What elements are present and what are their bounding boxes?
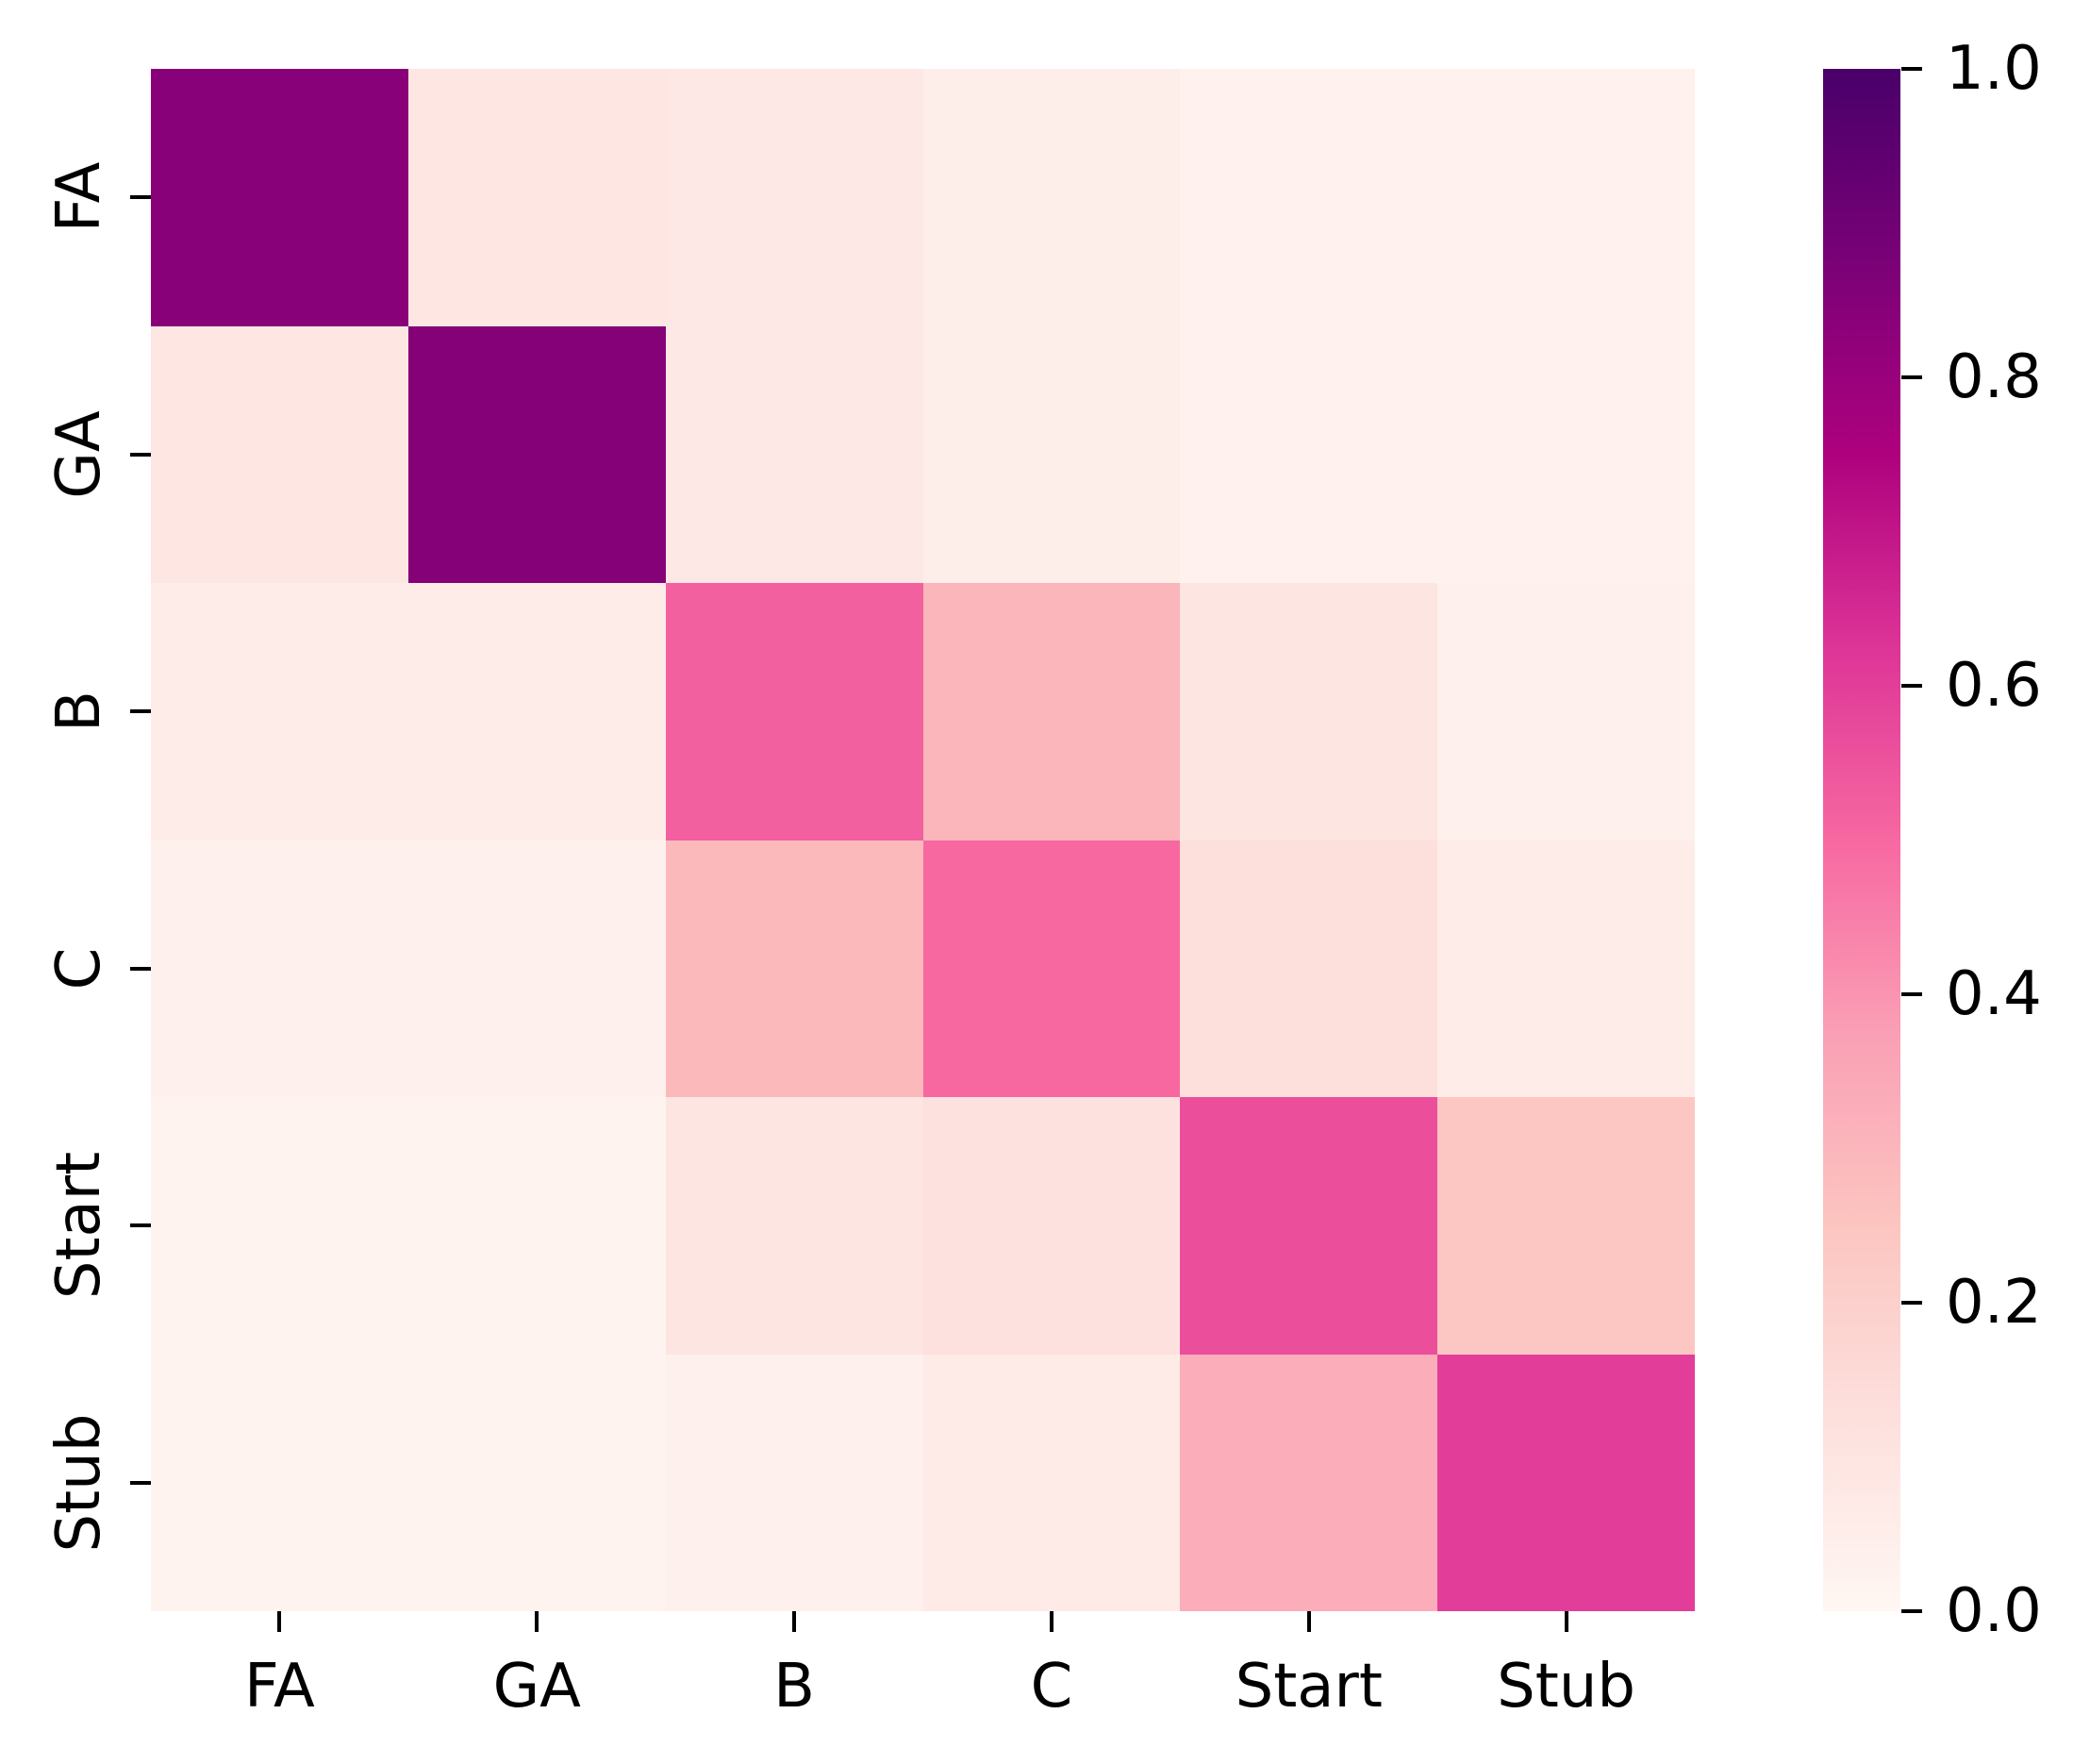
heatmap-cell-Stub-Stub <box>1437 1355 1695 1611</box>
colorbar-tick <box>1901 684 1922 688</box>
heatmap-cell-Stub-GA <box>408 1355 666 1611</box>
y-tick-label-C: C <box>44 947 114 990</box>
heatmap-cell-Start-FA <box>151 1097 408 1355</box>
y-axis-tick <box>130 1223 151 1228</box>
colorbar-tick-label-0.2: 0.2 <box>1946 1268 2042 1338</box>
x-tick-label-FA: FA <box>244 1652 315 1722</box>
x-axis-tick <box>535 1611 539 1632</box>
y-tick-label-FA: FA <box>44 161 114 233</box>
heatmap-cell-Start-Stub <box>1437 1097 1695 1355</box>
x-tick-label-B: B <box>773 1652 816 1722</box>
heatmap-cell-Stub-B <box>666 1355 923 1611</box>
heatmap-cell-GA-Stub <box>1437 326 1695 583</box>
heatmap-cell-Start-Start <box>1180 1097 1437 1355</box>
colorbar-tick-label-0.4: 0.4 <box>1946 959 2042 1029</box>
colorbar-tick <box>1901 1609 1922 1613</box>
heatmap-cell-GA-GA <box>408 326 666 583</box>
y-tick-label-GA: GA <box>44 410 114 499</box>
heatmap-cell-B-GA <box>408 583 666 840</box>
heatmap-cell-C-Start <box>1180 840 1437 1097</box>
heatmap-cell-FA-B <box>666 69 923 326</box>
heatmap-cell-Start-C <box>923 1097 1180 1355</box>
colorbar-tick-label-1.0: 1.0 <box>1946 34 2042 104</box>
colorbar-tick-label-0.6: 0.6 <box>1946 651 2042 721</box>
heatmap-cell-GA-Start <box>1180 326 1437 583</box>
heatmap-cell-GA-FA <box>151 326 408 583</box>
x-axis-tick <box>277 1611 282 1632</box>
heatmap-cell-Stub-Start <box>1180 1355 1437 1611</box>
heatmap-cell-C-GA <box>408 840 666 1097</box>
y-tick-label-Start: Start <box>44 1152 114 1300</box>
heatmap-cell-FA-C <box>923 69 1180 326</box>
heatmap-cell-B-C <box>923 583 1180 840</box>
heatmap-cell-B-B <box>666 583 923 840</box>
heatmap-cell-FA-GA <box>408 69 666 326</box>
heatmap-cell-GA-B <box>666 326 923 583</box>
colorbar-tick <box>1901 992 1922 996</box>
heatmap-cell-B-Stub <box>1437 583 1695 840</box>
x-tick-label-Start: Start <box>1235 1652 1383 1722</box>
y-axis-tick <box>130 1480 151 1485</box>
y-tick-label-Stub: Stub <box>44 1413 114 1553</box>
colorbar-gradient <box>1823 69 1900 1611</box>
heatmap-cell-C-B <box>666 840 923 1097</box>
y-axis-tick <box>130 709 151 714</box>
heatmap-cell-GA-C <box>923 326 1180 583</box>
x-tick-label-C: C <box>1030 1652 1073 1722</box>
heatmap-cell-FA-Start <box>1180 69 1437 326</box>
x-axis-tick <box>1564 1611 1568 1632</box>
heatmap-cell-Start-B <box>666 1097 923 1355</box>
x-axis-tick <box>1306 1611 1311 1632</box>
heatmap-cell-FA-Stub <box>1437 69 1695 326</box>
colorbar-tick <box>1901 1301 1922 1305</box>
y-axis-tick <box>130 966 151 971</box>
colorbar-tick <box>1901 375 1922 379</box>
x-tick-label-Stub: Stub <box>1497 1652 1636 1722</box>
x-axis-tick <box>792 1611 797 1632</box>
colorbar-tick-label-0.0: 0.0 <box>1946 1576 2042 1646</box>
heatmap-cell-Stub-FA <box>151 1355 408 1611</box>
heatmap-cell-B-Start <box>1180 583 1437 840</box>
colorbar-tick <box>1901 67 1922 71</box>
heatmap-grid <box>151 69 1695 1611</box>
heatmap-cell-Stub-C <box>923 1355 1180 1611</box>
x-axis-tick <box>1049 1611 1053 1632</box>
heatmap-cell-Start-GA <box>408 1097 666 1355</box>
heatmap-cell-C-Stub <box>1437 840 1695 1097</box>
y-tick-label-B: B <box>44 691 114 733</box>
x-tick-label-GA: GA <box>492 1652 581 1722</box>
heatmap-cell-C-FA <box>151 840 408 1097</box>
colorbar-tick-label-0.8: 0.8 <box>1946 342 2042 412</box>
y-axis-tick <box>130 195 151 200</box>
y-axis-tick <box>130 452 151 457</box>
heatmap-cell-FA-FA <box>151 69 408 326</box>
heatmap-cell-C-C <box>923 840 1180 1097</box>
heatmap-cell-B-FA <box>151 583 408 840</box>
